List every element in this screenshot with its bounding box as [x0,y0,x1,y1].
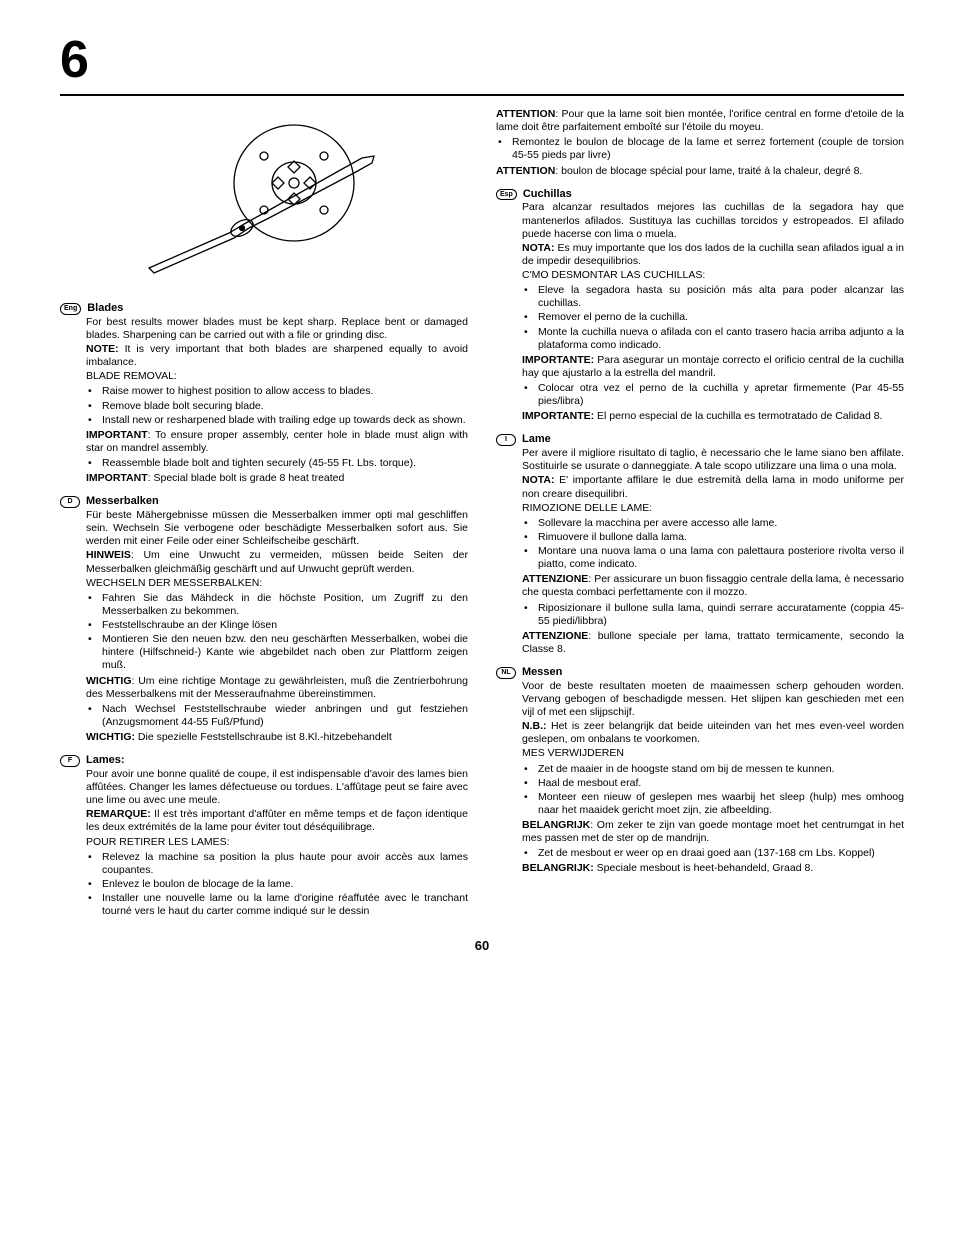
text: E' importante affilare le due estremità … [522,474,904,499]
text: El perno especial de la cuchilla es term… [594,410,882,422]
list-item: Reassemble blade bolt and tighten secure… [86,457,468,470]
attention-label: ATTENTION [496,108,555,120]
text: : Um eine Unwucht zu vermeiden, müssen b… [86,549,468,574]
attention-label: ATTENTION [496,165,555,177]
list-item: Zet de maaier in de hoogste stand om bij… [522,763,904,776]
page-chapter-number: 6 [60,30,904,90]
nl-body: Voor de beste resultaten moeten de maaim… [522,680,904,876]
attention-label: ATTENZIONE [522,573,588,585]
right-column: ATTENTION: Pour que la lame soit bien mo… [496,108,904,920]
important-label: IMPORTANTE: [522,354,594,366]
lang-badge-d: D [60,496,80,508]
section-title-messen: Messen [522,666,562,680]
list-item: Remover el perno de la cuchilla. [522,311,904,324]
list-item: Enlevez le boulon de blocage de la lame. [86,878,468,891]
note-label: N.B.: [522,720,547,732]
list-item: Feststellschraube an der Klinge lösen [86,619,468,632]
text: For best results mower blades must be ke… [86,316,468,342]
subheading: BLADE REMOVAL: [86,370,468,383]
left-column: Eng Blades For best results mower blades… [60,108,468,920]
section-title-messerbalken: Messerbalken [86,495,159,509]
eng-body: For best results mower blades must be ke… [86,316,468,486]
list-item: Fahren Sie das Mähdeck in die höchste Po… [86,592,468,618]
list-item: Zet de mesbout er weer op en draai goed … [522,847,904,860]
text: Die spezielle Feststellschraube ist 8.Kl… [135,731,392,743]
lang-badge-eng: Eng [60,303,81,315]
subheading: POUR RETIRER LES LAMES: [86,836,468,849]
important-label: BELANGRIJK: [522,862,594,874]
lang-badge-f: F [60,755,80,767]
list-item: Montare una nuova lama o una lama con pa… [522,545,904,571]
list-item: Relevez la machine sa position la plus h… [86,851,468,877]
lang-badge-nl: NL [496,667,516,679]
text: : Special blade bolt is grade 8 heat tre… [148,472,345,484]
text: Het is zeer belangrijk dat beide uiteind… [522,720,904,745]
important-label: BELANGRIJK [522,819,590,831]
list-item: Montieren Sie den neuen bzw. den neu ges… [86,633,468,672]
d-body: Für beste Mähergebnisse müssen die Messe… [86,509,468,744]
list-item: Installer une nouvelle lame ou la lame d… [86,892,468,918]
list-item: Remontez le boulon de blocage de la lame… [496,136,904,162]
subheading: WECHSELN DER MESSERBALKEN: [86,577,468,590]
text: Es muy importante que los dos lados de l… [522,242,904,267]
text: It is very important that both blades ar… [86,343,468,368]
section-title-lames: Lames: [86,754,125,768]
list-item: Install new or resharpened blade with tr… [86,414,468,427]
list-item: Remove blade bolt securing blade. [86,400,468,413]
text: Per avere il migliore risultato di tagli… [522,447,904,473]
text: Voor de beste resultaten moeten de maaim… [522,680,904,719]
note-label: NOTA: [522,474,554,486]
page-number: 60 [60,938,904,953]
blade-illustration [134,108,394,288]
important-label: IMPORTANT [86,472,148,484]
text: : Pour que la lame soit bien montée, l'o… [496,108,904,133]
note-label: REMARQUE: [86,808,151,820]
lang-badge-esp: Esp [496,189,517,201]
list-item: Sollevare la macchina per avere accesso … [522,517,904,530]
list-item: Riposizionare il bullone sulla lama, qui… [522,602,904,628]
list-item: Haal de mesbout eraf. [522,777,904,790]
list-item: Monte la cuchilla nueva o afilada con el… [522,326,904,352]
esp-body: Para alcanzar resultados mejores las cuc… [522,201,904,423]
subheading: MES VERWIJDEREN [522,747,904,760]
text: Para alcanzar resultados mejores las cuc… [522,201,904,240]
lang-badge-i: I [496,434,516,446]
note-label: NOTE: [86,343,119,355]
text: : Um eine richtige Montage zu gewährleis… [86,675,468,700]
section-title-cuchillas: Cuchillas [523,188,572,202]
list-item: Raise mower to highest position to allow… [86,385,468,398]
text: Für beste Mähergebnisse müssen die Messe… [86,509,468,548]
section-title-blades: Blades [87,302,123,316]
content-columns: Eng Blades For best results mower blades… [60,108,904,920]
text: Speciale mesbout is heet-behandeld, Graa… [594,862,813,874]
i-body: Per avere il migliore risultato di tagli… [522,447,904,656]
list-item: Nach Wechsel Feststellschraube wieder an… [86,703,468,729]
list-item: Colocar otra vez el perno de la cuchilla… [522,382,904,408]
section-title-lame: Lame [522,433,551,447]
list-item: Eleve la segadora hasta su posición más … [522,284,904,310]
list-item: Monteer een nieuw of geslepen mes waarbi… [522,791,904,817]
list-item: Rimuovere il bullone dalla lama. [522,531,904,544]
note-label: HINWEIS [86,549,131,561]
f-continued: ATTENTION: Pour que la lame soit bien mo… [496,108,904,178]
attention-label: ATTENZIONE [522,630,588,642]
note-label: NOTA: [522,242,554,254]
subheading: C'MO DESMONTAR LAS CUCHILLAS: [522,269,904,282]
important-label: WICHTIG: [86,731,135,743]
f-body: Pour avoir une bonne qualité de coupe, i… [86,768,468,918]
top-divider [60,94,904,96]
important-label: IMPORTANTE: [522,410,594,422]
important-label: WICHTIG [86,675,132,687]
text: Pour avoir une bonne qualité de coupe, i… [86,768,468,807]
text: : boulon de blocage spécial pour lame, t… [555,165,862,177]
subheading: RIMOZIONE DELLE LAME: [522,502,904,515]
important-label: IMPORTANT [86,429,148,441]
